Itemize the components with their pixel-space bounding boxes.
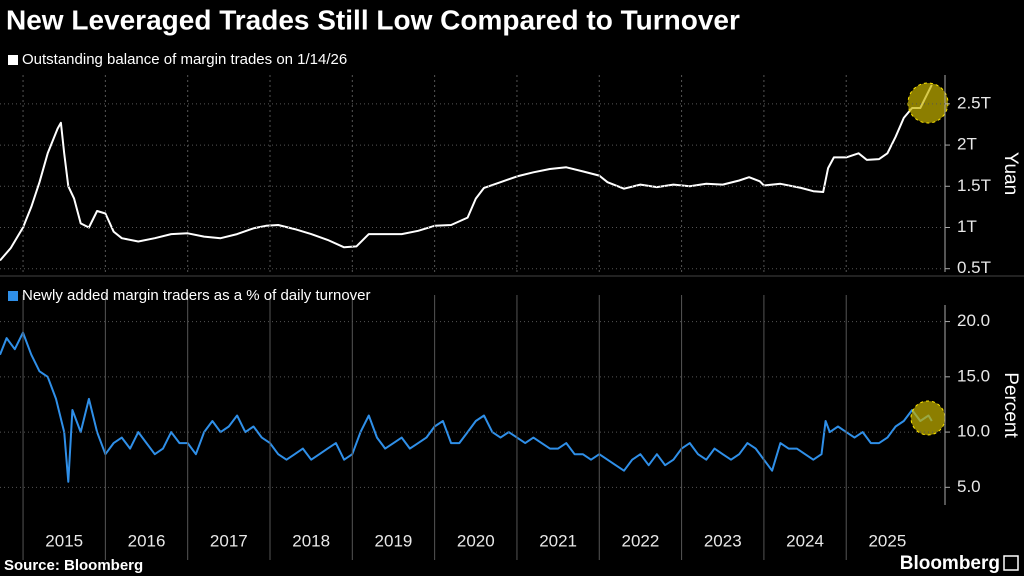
brand: Bloomberg	[900, 553, 1000, 574]
y-tick-label: 5.0	[957, 477, 981, 496]
y-axis-title: Yuan	[1000, 152, 1021, 195]
legend-label: Outstanding balance of margin trades on …	[22, 51, 347, 68]
highlight	[910, 400, 946, 436]
x-tick-label: 2025	[868, 531, 906, 550]
x-tick-label: 2023	[704, 531, 742, 550]
chart-title: New Leveraged Trades Still Low Compared …	[6, 4, 740, 35]
y-tick-label: 2.5T	[957, 93, 991, 112]
y-tick-label: 15.0	[957, 366, 990, 385]
legend-swatch	[8, 291, 18, 301]
series-line	[0, 331, 933, 483]
brand-icon	[1003, 555, 1019, 571]
series-line	[0, 84, 933, 262]
highlight	[907, 82, 949, 124]
x-tick-label: 2017	[210, 531, 248, 550]
x-tick-label: 2016	[128, 531, 166, 550]
x-tick-label: 2020	[457, 531, 495, 550]
x-tick-label: 2021	[539, 531, 577, 550]
x-tick-label: 2019	[375, 531, 413, 550]
x-tick-label: 2022	[622, 531, 660, 550]
y-tick-label: 1.5T	[957, 176, 991, 195]
y-tick-label: 0.5T	[957, 258, 991, 277]
x-tick-label: 2018	[292, 531, 330, 550]
legend-swatch	[8, 55, 18, 65]
legend-label: Newly added margin traders as a % of dai…	[22, 287, 371, 304]
y-tick-label: 20.0	[957, 311, 990, 330]
y-tick-label: 10.0	[957, 422, 990, 441]
y-tick-label: 2T	[957, 135, 977, 154]
x-tick-label: 2024	[786, 531, 824, 550]
y-tick-label: 1T	[957, 217, 977, 236]
y-axis-title: Percent	[1000, 372, 1021, 438]
source: Source: Bloomberg	[4, 557, 143, 574]
x-tick-label: 2015	[45, 531, 83, 550]
